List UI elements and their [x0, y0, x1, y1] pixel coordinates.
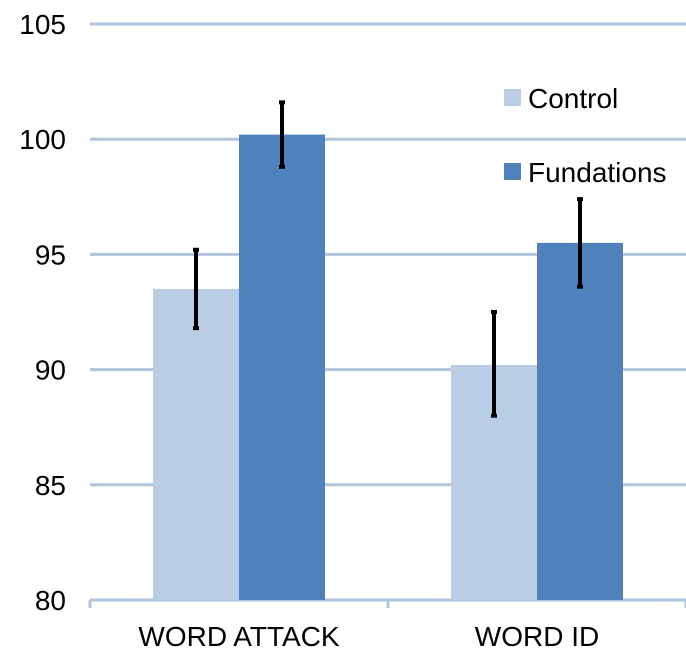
y-tick-label: 100	[19, 124, 66, 155]
bar-fundations-word-id	[537, 242, 623, 600]
y-tick-label: 95	[35, 239, 66, 270]
bar-control-word-attack	[153, 288, 239, 600]
bar-fundations-word-attack	[239, 134, 325, 601]
legend-label-fundations: Fundations	[528, 157, 667, 188]
y-tick-label: 80	[35, 585, 66, 616]
x-category-label: WORD ID	[475, 621, 599, 650]
legend-swatch-fundations	[504, 163, 521, 180]
legend-swatch-control	[504, 89, 521, 106]
y-tick-label: 105	[19, 9, 66, 40]
x-category-label: WORD ATTACK	[138, 621, 340, 650]
legend-label-control: Control	[528, 83, 618, 114]
y-tick-label: 90	[35, 355, 66, 386]
y-tick-label: 85	[35, 470, 66, 501]
